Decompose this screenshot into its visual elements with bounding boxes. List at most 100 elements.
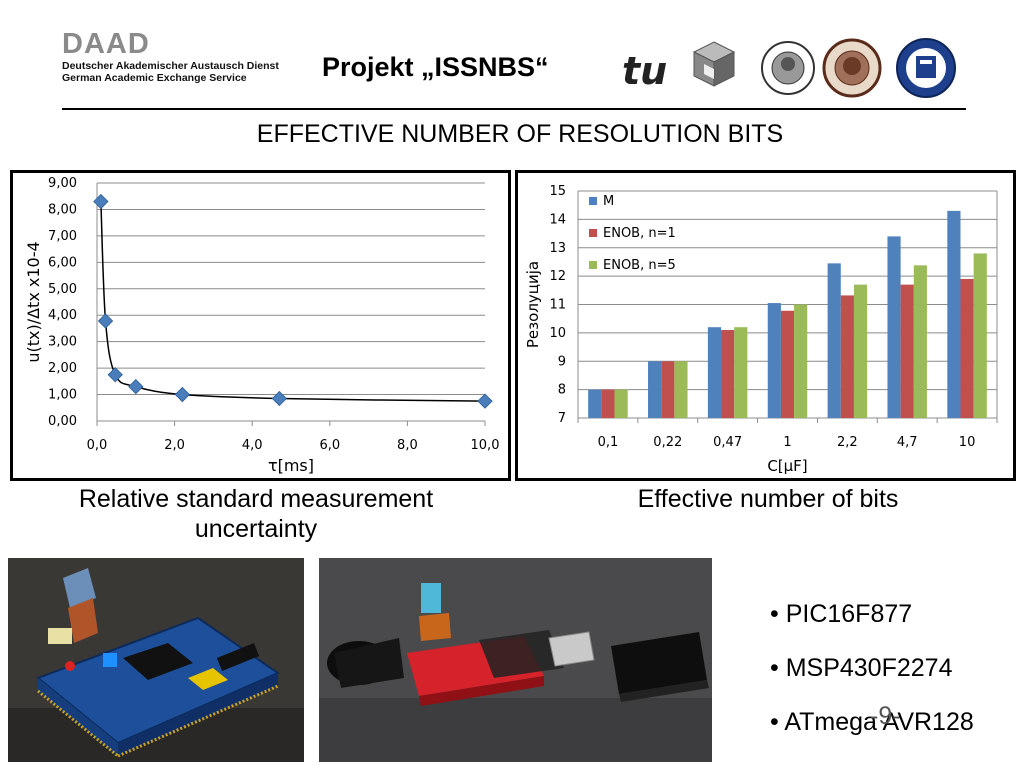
bar-enob-n1 bbox=[900, 284, 914, 418]
legend-swatch bbox=[589, 229, 597, 237]
y-tick-label: 14 bbox=[549, 212, 566, 227]
bar-m bbox=[827, 263, 841, 418]
section-title: EFFECTIVE NUMBER OF RESOLUTION BITS bbox=[256, 120, 784, 148]
y-tick-label: 9 bbox=[558, 354, 566, 369]
bar-enob-n1 bbox=[721, 330, 735, 418]
y-tick-label: 8,00 bbox=[48, 202, 77, 217]
x-tick-label: 4,0 bbox=[242, 438, 263, 453]
right-chart-caption: Effective number of bits bbox=[637, 485, 899, 513]
left-chart-caption: Relative standard measurement uncertaint… bbox=[78, 485, 434, 543]
y-tick-label: 5,00 bbox=[48, 282, 77, 297]
y-tick-label: 11 bbox=[549, 298, 566, 313]
x-tick-label: 0,0 bbox=[87, 438, 108, 453]
legend-swatch bbox=[589, 261, 597, 269]
x-axis-title: τ[ms] bbox=[268, 456, 314, 475]
bar-m bbox=[947, 210, 961, 418]
tu-logo: tu bbox=[622, 49, 667, 93]
daad-subtitle-line1: Deutscher Akademischer Austausch Dienst bbox=[62, 60, 279, 72]
header-divider bbox=[62, 108, 966, 110]
y-tick-label: 6,00 bbox=[48, 255, 77, 270]
enob-chart-frame: 7 8 9 10 11 12 13 14 15 0,1 0,22 0,47 1 2,2 4,7 10 M ENOB… bbox=[515, 170, 1016, 481]
x-tick-label: 1 bbox=[783, 435, 791, 450]
y-tick-label: 4,00 bbox=[48, 308, 77, 323]
fit-curve bbox=[100, 201, 486, 402]
list-item-atmega: • ATmega AVR128 bbox=[770, 708, 974, 736]
bar-enob-n1 bbox=[960, 278, 974, 418]
bar-enob-n5 bbox=[853, 284, 868, 418]
slide-header: DAAD Deutscher Akademischer Austausch Di… bbox=[0, 0, 1024, 110]
legend-label: ENOB, n=5 bbox=[603, 258, 676, 273]
list-item-msp: • MSP430F2274 bbox=[770, 654, 953, 682]
y-axis-title: u(tx)/Δtx x10-4 bbox=[24, 241, 43, 362]
daad-logo: DAAD bbox=[62, 28, 150, 60]
x-tick-label: 2,0 bbox=[164, 438, 185, 453]
bar-m bbox=[648, 361, 662, 418]
bar-enob-n5 bbox=[674, 361, 688, 418]
enob-chart: 7 8 9 10 11 12 13 14 15 0,1 0,22 0,47 1 2,2 4,7 10 M ENOB… bbox=[524, 184, 998, 475]
data-point bbox=[97, 313, 114, 329]
y-axis-title: Резолуција bbox=[524, 261, 542, 348]
tu-logo-text: tu bbox=[622, 49, 667, 93]
bar-m bbox=[887, 236, 901, 418]
project-title: Projekt „ISSNBS“ bbox=[322, 52, 549, 82]
x-tick-label: 0,47 bbox=[713, 435, 742, 450]
data-point bbox=[477, 393, 493, 409]
x-tick-label: 0,1 bbox=[598, 435, 619, 450]
x-tick-label: 2,2 bbox=[837, 435, 858, 450]
y-tick-label: 2,00 bbox=[48, 361, 77, 376]
data-point bbox=[128, 378, 144, 395]
uncertainty-chart: 0,00 1,00 2,00 3,00 4,00 5,00 6,00 7,00 8,00 9,00… bbox=[24, 176, 500, 475]
microcontroller-list: • PIC16F877 • MSP430F2274 • ATmega AVR12… bbox=[770, 600, 974, 762]
x-tick-label: 0,22 bbox=[653, 435, 682, 450]
y-tick-label: 7,00 bbox=[48, 229, 77, 244]
list-item-pic: • PIC16F877 bbox=[770, 600, 913, 628]
bar-m bbox=[588, 389, 602, 418]
y-tick-label: 7 bbox=[558, 411, 566, 426]
bar-enob-n5 bbox=[734, 327, 748, 418]
bar-enob-n1 bbox=[601, 389, 615, 418]
page-number: -9- bbox=[870, 702, 901, 730]
data-point bbox=[271, 390, 287, 407]
x-tick-label: 10 bbox=[959, 435, 976, 450]
university-logos: tu bbox=[622, 38, 956, 98]
x-tick-label: 10,0 bbox=[471, 438, 500, 453]
usb-stick-photo bbox=[319, 558, 712, 762]
x-tick-label: 4,7 bbox=[897, 435, 918, 450]
bar-enob-n5 bbox=[913, 265, 927, 418]
y-tick-label: 9,00 bbox=[48, 176, 77, 191]
bar-enob-n1 bbox=[780, 310, 795, 418]
y-tick-label: 3,00 bbox=[48, 335, 77, 350]
bar-enob-n1 bbox=[840, 295, 854, 418]
data-point bbox=[93, 193, 109, 210]
daad-subtitle-line2: German Academic Exchange Service bbox=[62, 72, 247, 84]
y-tick-label: 10 bbox=[549, 326, 566, 341]
x-tick-label: 8,0 bbox=[397, 438, 418, 453]
uncertainty-chart-frame: 0,00 1,00 2,00 3,00 4,00 5,00 6,00 7,00 8,00 9,00… bbox=[10, 170, 511, 481]
bar-enob-n5 bbox=[973, 253, 987, 418]
y-tick-label: 12 bbox=[549, 269, 566, 284]
chart-legend: M ENOB, n=1 ENOB, n=5 bbox=[589, 194, 676, 273]
y-tick-label: 15 bbox=[549, 184, 566, 199]
legend-label: ENOB, n=1 bbox=[603, 226, 676, 241]
seal-logo-2 bbox=[822, 38, 882, 98]
data-point bbox=[107, 367, 123, 383]
y-tick-label: 8 bbox=[558, 383, 566, 398]
dev-board-photo bbox=[8, 558, 304, 762]
bar-enob-n5 bbox=[614, 389, 628, 418]
cube-logo bbox=[692, 41, 736, 87]
y-tick-label: 13 bbox=[549, 241, 566, 256]
bar-m bbox=[767, 303, 781, 418]
bar-m bbox=[707, 327, 722, 418]
data-point bbox=[174, 386, 190, 403]
seal-logo-1 bbox=[761, 41, 815, 95]
legend-label: M bbox=[603, 194, 614, 209]
bar-enob-n5 bbox=[794, 304, 808, 418]
seal-logo-3 bbox=[896, 38, 956, 98]
x-tick-label: 6,0 bbox=[319, 438, 340, 453]
legend-swatch bbox=[589, 197, 597, 205]
y-tick-label: 0,00 bbox=[48, 414, 77, 429]
daad-subtitle: Deutscher Akademischer Austausch Dienst … bbox=[62, 60, 279, 84]
y-tick-label: 1,00 bbox=[48, 388, 77, 403]
bar-enob-n1 bbox=[661, 361, 675, 418]
x-axis-title: C[μF] bbox=[767, 457, 807, 475]
